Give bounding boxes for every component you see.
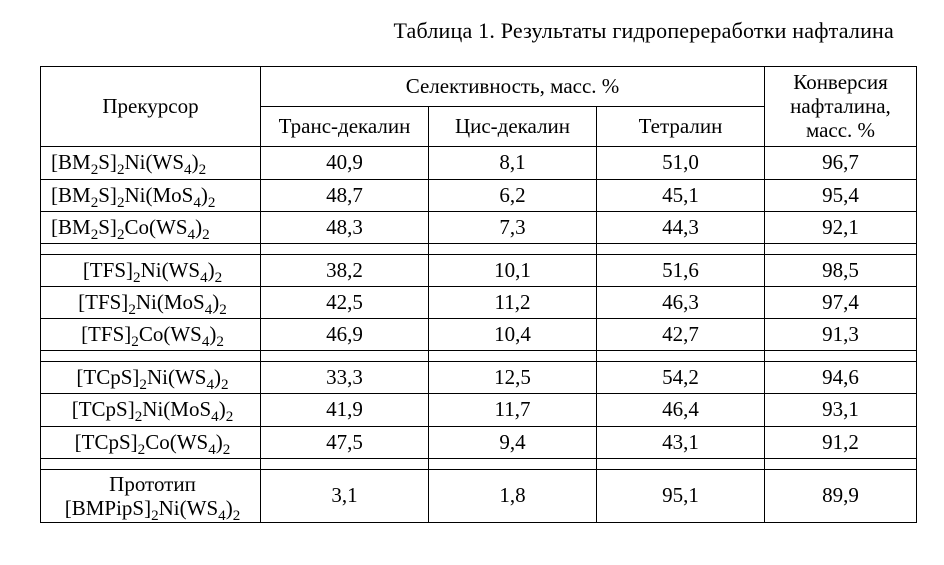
cell-conversion: 93,1 [765, 394, 917, 426]
table-row: [BM2S]2Ni(WS4)240,98,151,096,7 [41, 147, 917, 179]
spacer-cell [261, 351, 429, 362]
col-trans: Транс-декалин [261, 107, 429, 147]
spacer-cell [429, 458, 597, 469]
cell-tetralin: 43,1 [597, 426, 765, 458]
cell-tetralin: 46,3 [597, 286, 765, 318]
cell-trans: 48,7 [261, 179, 429, 211]
spacer-cell [41, 243, 261, 254]
col-cis: Цис-декалин [429, 107, 597, 147]
cell-cis: 9,4 [429, 426, 597, 458]
cell-tetralin: 44,3 [597, 211, 765, 243]
cell-conversion: 91,3 [765, 319, 917, 351]
cell-tetralin: 51,6 [597, 254, 765, 286]
cell-cis: 11,2 [429, 286, 597, 318]
col-conversion-l2: нафталина, [790, 94, 891, 118]
cell-cis: 10,1 [429, 254, 597, 286]
cell-conversion: 97,4 [765, 286, 917, 318]
table-row: [TCpS]2Ni(MoS4)241,911,746,493,1 [41, 394, 917, 426]
spacer-cell [597, 351, 765, 362]
col-conversion: Конверсия нафталина, масс. % [765, 67, 917, 147]
cell-cis: 1,8 [429, 469, 597, 522]
cell-cis: 10,4 [429, 319, 597, 351]
spacer-cell [261, 243, 429, 254]
col-precursor: Прекурсор [41, 67, 261, 147]
col-selectivity: Селективность, масс. % [261, 67, 765, 107]
cell-conversion: 89,9 [765, 469, 917, 522]
table-row: [TFS]2Co(WS4)246,910,442,791,3 [41, 319, 917, 351]
cell-cis: 7,3 [429, 211, 597, 243]
cell-cis: 11,7 [429, 394, 597, 426]
cell-conversion: 95,4 [765, 179, 917, 211]
cell-trans: 3,1 [261, 469, 429, 522]
spacer-cell [429, 351, 597, 362]
table-caption: Таблица 1. Результаты гидропереработки н… [40, 18, 894, 44]
spacer-cell [765, 458, 917, 469]
spacer-cell [765, 243, 917, 254]
table-row: [BM2S]2Co(WS4)248,37,344,392,1 [41, 211, 917, 243]
spacer-cell [41, 458, 261, 469]
spacer-cell [597, 243, 765, 254]
cell-conversion: 96,7 [765, 147, 917, 179]
table-header: Прекурсор Селективность, масс. % Конверс… [41, 67, 917, 147]
cell-trans: 46,9 [261, 319, 429, 351]
cell-precursor: [TCpS]2Ni(WS4)2 [41, 362, 261, 394]
cell-precursor: [TFS]2Ni(WS4)2 [41, 254, 261, 286]
col-conversion-l1: Конверсия [793, 70, 888, 94]
spacer-row [41, 243, 917, 254]
cell-conversion: 91,2 [765, 426, 917, 458]
table-row: [TCpS]2Ni(WS4)233,312,554,294,6 [41, 362, 917, 394]
cell-tetralin: 46,4 [597, 394, 765, 426]
cell-conversion: 98,5 [765, 254, 917, 286]
col-conversion-l3: масс. % [806, 118, 875, 142]
results-table: Прекурсор Селективность, масс. % Конверс… [40, 66, 917, 523]
table-row: [TCpS]2Co(WS4)247,59,443,191,2 [41, 426, 917, 458]
cell-trans: 47,5 [261, 426, 429, 458]
cell-trans: 38,2 [261, 254, 429, 286]
cell-precursor: [TCpS]2Co(WS4)2 [41, 426, 261, 458]
spacer-cell [429, 243, 597, 254]
table-row: [BM2S]2Ni(MoS4)248,76,245,195,4 [41, 179, 917, 211]
col-tetralin: Тетралин [597, 107, 765, 147]
cell-trans: 41,9 [261, 394, 429, 426]
spacer-row [41, 458, 917, 469]
cell-trans: 33,3 [261, 362, 429, 394]
table-row: [TFS]2Ni(WS4)238,210,151,698,5 [41, 254, 917, 286]
cell-precursor: [TFS]2Ni(MoS4)2 [41, 286, 261, 318]
table-row: [TFS]2Ni(MoS4)242,511,246,397,4 [41, 286, 917, 318]
cell-precursor: [BM2S]2Ni(WS4)2 [41, 147, 261, 179]
cell-tetralin: 51,0 [597, 147, 765, 179]
cell-cis: 12,5 [429, 362, 597, 394]
cell-trans: 40,9 [261, 147, 429, 179]
spacer-row [41, 351, 917, 362]
cell-tetralin: 54,2 [597, 362, 765, 394]
cell-tetralin: 42,7 [597, 319, 765, 351]
spacer-cell [597, 458, 765, 469]
cell-trans: 48,3 [261, 211, 429, 243]
cell-precursor: [TFS]2Co(WS4)2 [41, 319, 261, 351]
table-body: [BM2S]2Ni(WS4)240,98,151,096,7[BM2S]2Ni(… [41, 147, 917, 523]
cell-trans: 42,5 [261, 286, 429, 318]
spacer-cell [261, 458, 429, 469]
cell-cis: 8,1 [429, 147, 597, 179]
spacer-cell [41, 351, 261, 362]
spacer-cell [765, 351, 917, 362]
cell-conversion: 92,1 [765, 211, 917, 243]
cell-tetralin: 95,1 [597, 469, 765, 522]
cell-precursor: [BM2S]2Ni(MoS4)2 [41, 179, 261, 211]
table-row: Прототип[BMPipS]2Ni(WS4)23,11,895,189,9 [41, 469, 917, 522]
cell-tetralin: 45,1 [597, 179, 765, 211]
cell-precursor: [TCpS]2Ni(MoS4)2 [41, 394, 261, 426]
cell-conversion: 94,6 [765, 362, 917, 394]
cell-precursor: Прототип[BMPipS]2Ni(WS4)2 [41, 469, 261, 522]
cell-precursor: [BM2S]2Co(WS4)2 [41, 211, 261, 243]
cell-cis: 6,2 [429, 179, 597, 211]
